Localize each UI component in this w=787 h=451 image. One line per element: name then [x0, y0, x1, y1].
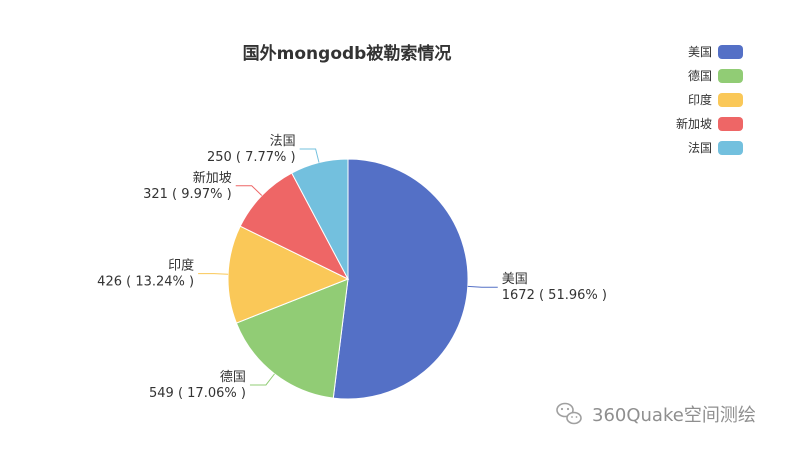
legend-swatch [718, 93, 743, 107]
legend-label: 美国 [688, 45, 712, 59]
slice-label-name: 美国 [502, 272, 528, 287]
legend-label: 德国 [688, 68, 712, 83]
legend-label: 新加坡 [676, 116, 712, 131]
legend-item[interactable]: 德国 [688, 68, 743, 83]
legend-item[interactable]: 美国 [688, 45, 743, 59]
pie-slice[interactable] [235, 278, 349, 399]
label-leader-line [249, 373, 275, 386]
legend-swatch [718, 69, 743, 83]
wechat-icon [556, 402, 582, 425]
pie-slice[interactable] [291, 158, 349, 280]
pie-slices [227, 158, 469, 400]
label-leader-line [235, 185, 263, 196]
slice-label-value: 549 ( 17.06% ) [149, 386, 246, 401]
slice-label-value: 250 ( 7.77% ) [207, 150, 296, 165]
pie-slice[interactable] [227, 225, 350, 324]
legend-item[interactable]: 新加坡 [676, 116, 743, 131]
slice-label-name: 法国 [270, 134, 296, 149]
pie-slice[interactable] [332, 158, 469, 400]
label-leader-line [299, 148, 320, 163]
watermark-text: 360Quake空间测绘 [592, 405, 756, 426]
legend-label: 印度 [688, 92, 712, 107]
legend-swatch [718, 117, 743, 131]
watermark: 360Quake空间测绘 [556, 402, 756, 426]
slice-label-value: 1672 ( 51.96% ) [502, 288, 607, 303]
legend-label: 法国 [688, 141, 712, 155]
slice-label-value: 426 ( 13.24% ) [97, 275, 194, 290]
label-leader-line [467, 285, 498, 288]
label-leader-line [198, 273, 229, 275]
legend-swatch [718, 45, 743, 59]
legend-swatch [718, 141, 743, 155]
slice-label-name: 印度 [168, 258, 194, 274]
legend-item[interactable]: 印度 [688, 92, 743, 107]
legend-item[interactable]: 法国 [688, 141, 743, 155]
slice-label-value: 321 ( 9.97% ) [143, 187, 232, 202]
chart-title: 国外mongodb被勒索情况 [243, 43, 452, 64]
slice-label-name: 德国 [220, 370, 246, 385]
pie-slice[interactable] [239, 172, 350, 281]
slice-label-name: 新加坡 [193, 170, 232, 186]
